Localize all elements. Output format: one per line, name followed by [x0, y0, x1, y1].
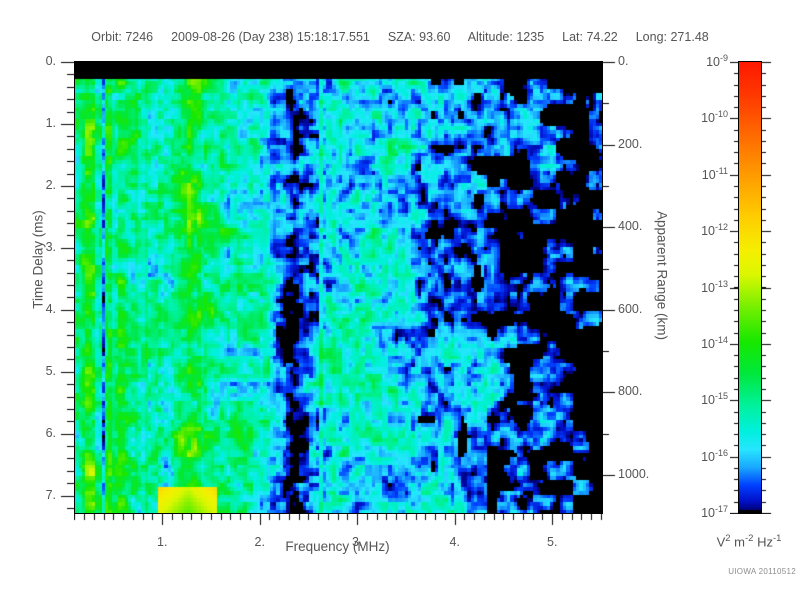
unit-v: V	[716, 534, 726, 550]
left-axis-tick-label: 6.	[45, 425, 56, 440]
right-axis-tick-label: 0.	[618, 54, 629, 68]
right-axis-title: Apparent Range (km)	[654, 210, 670, 341]
header-sza-value: 93.60	[419, 30, 451, 44]
colorbar-tick-exponent: -9	[719, 52, 728, 63]
figure-header: Orbit: 7246 2009-08-26 (Day 238) 15:18:1…	[0, 30, 800, 44]
bottom-axis-tick-label: 5.	[547, 535, 558, 549]
left-axis-tick-label: 1.	[45, 115, 56, 130]
colorbar-tick-mantissa: 10	[701, 280, 715, 295]
bottom-axis-tick-label: 3.	[352, 535, 363, 549]
colorbar-tick-exponent: -17	[714, 503, 728, 514]
colorbar-tick-exponent: -14	[714, 334, 728, 345]
colorbar-tick-label: 10-17	[676, 504, 728, 520]
unit-hz: Hz	[753, 534, 773, 550]
spectrogram-canvas	[75, 62, 602, 513]
credit-text: UIOWA 20110512	[728, 567, 796, 576]
left-axis-tick-label: 7.	[45, 487, 56, 502]
unit-v-exp: 2	[725, 533, 731, 544]
unit-m-exp: -2	[745, 533, 754, 544]
header-lat-value: 74.22	[586, 30, 618, 44]
header-long-value: 271.48	[670, 30, 709, 44]
colorbar-tick-label: 10-14	[676, 335, 728, 351]
right-axis-tick-label: 1000.	[618, 467, 650, 481]
right-axis-tick-label: 400.	[618, 219, 643, 234]
colorbar-tick-label: 10-10	[676, 109, 728, 125]
left-axis-tick-label: 4.	[45, 301, 56, 316]
left-axis-ticks	[60, 61, 74, 514]
bottom-axis-tick-label: 2.	[254, 535, 265, 549]
colorbar-tick-exponent: -16	[714, 447, 728, 458]
colorbar-tick-label: 10-9	[676, 53, 728, 69]
left-axis-tick-label: 3.	[45, 239, 56, 254]
left-axis-tick-label: 5.	[45, 363, 56, 378]
bottom-axis-tick-label: 1.	[157, 535, 168, 549]
bottom-axis-tick-label: 4.	[449, 535, 460, 549]
spectrogram-plot-area	[74, 61, 603, 514]
colorbar-tick-exponent: -15	[714, 391, 728, 402]
colorbar-tick-exponent: -11	[715, 165, 728, 176]
colorbar-tick-mantissa: 10	[701, 506, 715, 521]
colorbar-tick-mantissa: 10	[706, 55, 720, 70]
header-datetime: 2009-08-26 (Day 238) 15:18:17.551	[171, 30, 370, 44]
unit-hz-exp: -1	[772, 533, 782, 544]
colorbar	[738, 61, 762, 514]
right-axis-ticks	[602, 61, 616, 514]
unit-m: m	[730, 534, 745, 550]
header-sza-key: SZA:	[387, 30, 416, 44]
colorbar-tick-mantissa: 10	[701, 393, 715, 408]
colorbar-tick-mantissa: 10	[701, 167, 716, 182]
colorbar-tick-exponent: -12	[714, 222, 728, 233]
colorbar-tick-mantissa: 10	[701, 336, 715, 351]
colorbar-tick-label: 10-12	[676, 222, 728, 238]
right-axis-tick-label: 200.	[618, 136, 643, 151]
left-axis-tick-label: 0.	[45, 54, 56, 68]
header-altitude-value: 1235	[516, 30, 545, 44]
right-axis-tick-label: 800.	[618, 384, 643, 399]
bottom-axis-title: Frequency (MHz)	[285, 539, 390, 554]
header-altitude-key: Altitude:	[467, 30, 513, 44]
colorbar-ticks-left	[730, 61, 739, 514]
header-lat-key: Lat:	[562, 30, 583, 44]
colorbar-tick-mantissa: 10	[701, 111, 715, 126]
colorbar-tick-exponent: -10	[714, 109, 728, 120]
header-orbit-key: Orbit:	[91, 30, 122, 44]
colorbar-gradient	[739, 62, 761, 513]
colorbar-tick-label: 10-13	[676, 278, 728, 294]
header-orbit-value: 7246	[125, 30, 154, 44]
right-axis-tick-label: 600.	[618, 301, 643, 316]
colorbar-ticks-right	[761, 61, 773, 514]
colorbar-tick-exponent: -13	[714, 278, 728, 289]
bottom-axis-ticks	[74, 513, 603, 527]
header-long-key: Long:	[635, 30, 667, 44]
colorbar-tick-label: 10-11	[676, 166, 728, 182]
colorbar-unit-label: V2 m-2 Hz-1	[676, 533, 800, 549]
colorbar-tick-label: 10-16	[676, 448, 728, 464]
colorbar-tick-mantissa: 10	[701, 224, 715, 239]
colorbar-tick-mantissa: 10	[701, 449, 715, 464]
left-axis-tick-label: 2.	[45, 177, 56, 192]
colorbar-tick-label: 10-15	[676, 391, 728, 407]
